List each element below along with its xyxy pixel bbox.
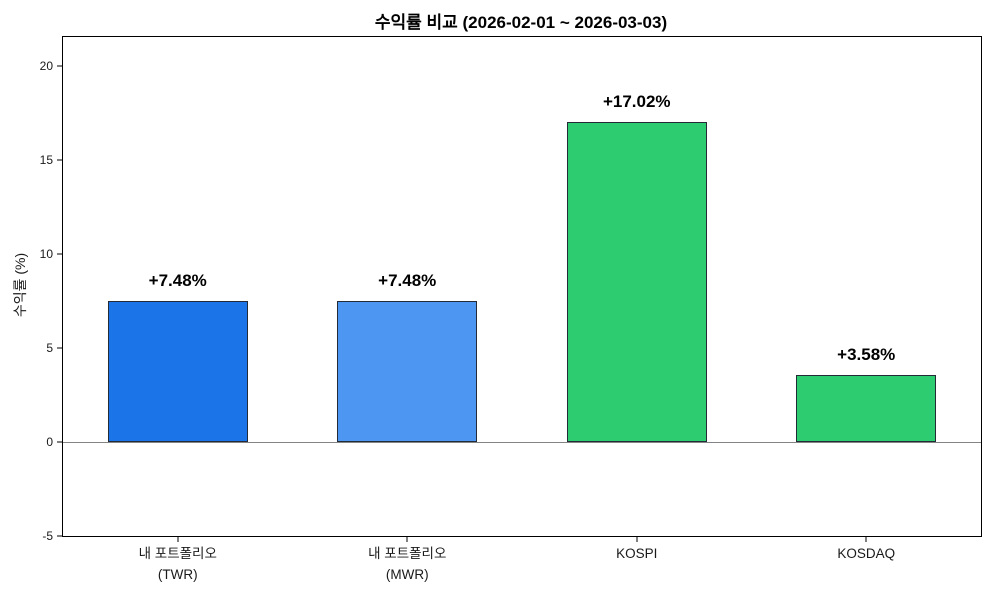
bar-2 (337, 301, 478, 443)
plot-area: -5 0 5 10 15 20 +7.48% 내 포트폴리오 (TWR) +7.48% 내 포트폴… (40, 36, 982, 582)
y-tick-label: 20 (39, 59, 53, 74)
chart-title: 수익률 비교 (2026-02-01 ~ 2026-03-03) (374, 13, 668, 32)
y-axis-label: 수익률 (%) (12, 252, 28, 318)
x-tick-mark (865, 536, 867, 542)
zero-baseline (63, 442, 981, 444)
x-tick-mark (177, 536, 179, 542)
x-tick-label: KOSDAQ (837, 546, 896, 561)
y-tick-mark (57, 347, 63, 349)
bar-value-label: +17.02% (602, 92, 671, 112)
y-tick-label: 10 (39, 247, 53, 262)
x-tick-label: KOSPI (616, 546, 658, 561)
bar-value-label: +7.48% (378, 271, 437, 291)
bar-3 (566, 122, 707, 443)
y-tick-mark (57, 159, 63, 161)
x-tick-mark (406, 536, 408, 542)
y-tick-label: 0 (46, 435, 53, 450)
y-tick-label: -5 (42, 529, 53, 543)
x-tick-label: 내 포트폴리오 (TWR) (138, 546, 217, 582)
bar-value-label: +3.58% (837, 344, 896, 364)
bar-1 (107, 301, 248, 443)
x-tick-mark (636, 536, 638, 542)
y-tick-label: 5 (46, 341, 53, 356)
y-tick-mark (57, 65, 63, 67)
y-tick-label: 15 (39, 153, 53, 168)
bar-4 (796, 374, 937, 443)
y-tick-mark (57, 535, 63, 537)
x-tick-label: 내 포트폴리오 (MWR) (368, 546, 447, 582)
y-tick-mark (57, 441, 63, 443)
bar-value-label: +7.48% (148, 271, 207, 291)
y-tick-mark (57, 253, 63, 255)
